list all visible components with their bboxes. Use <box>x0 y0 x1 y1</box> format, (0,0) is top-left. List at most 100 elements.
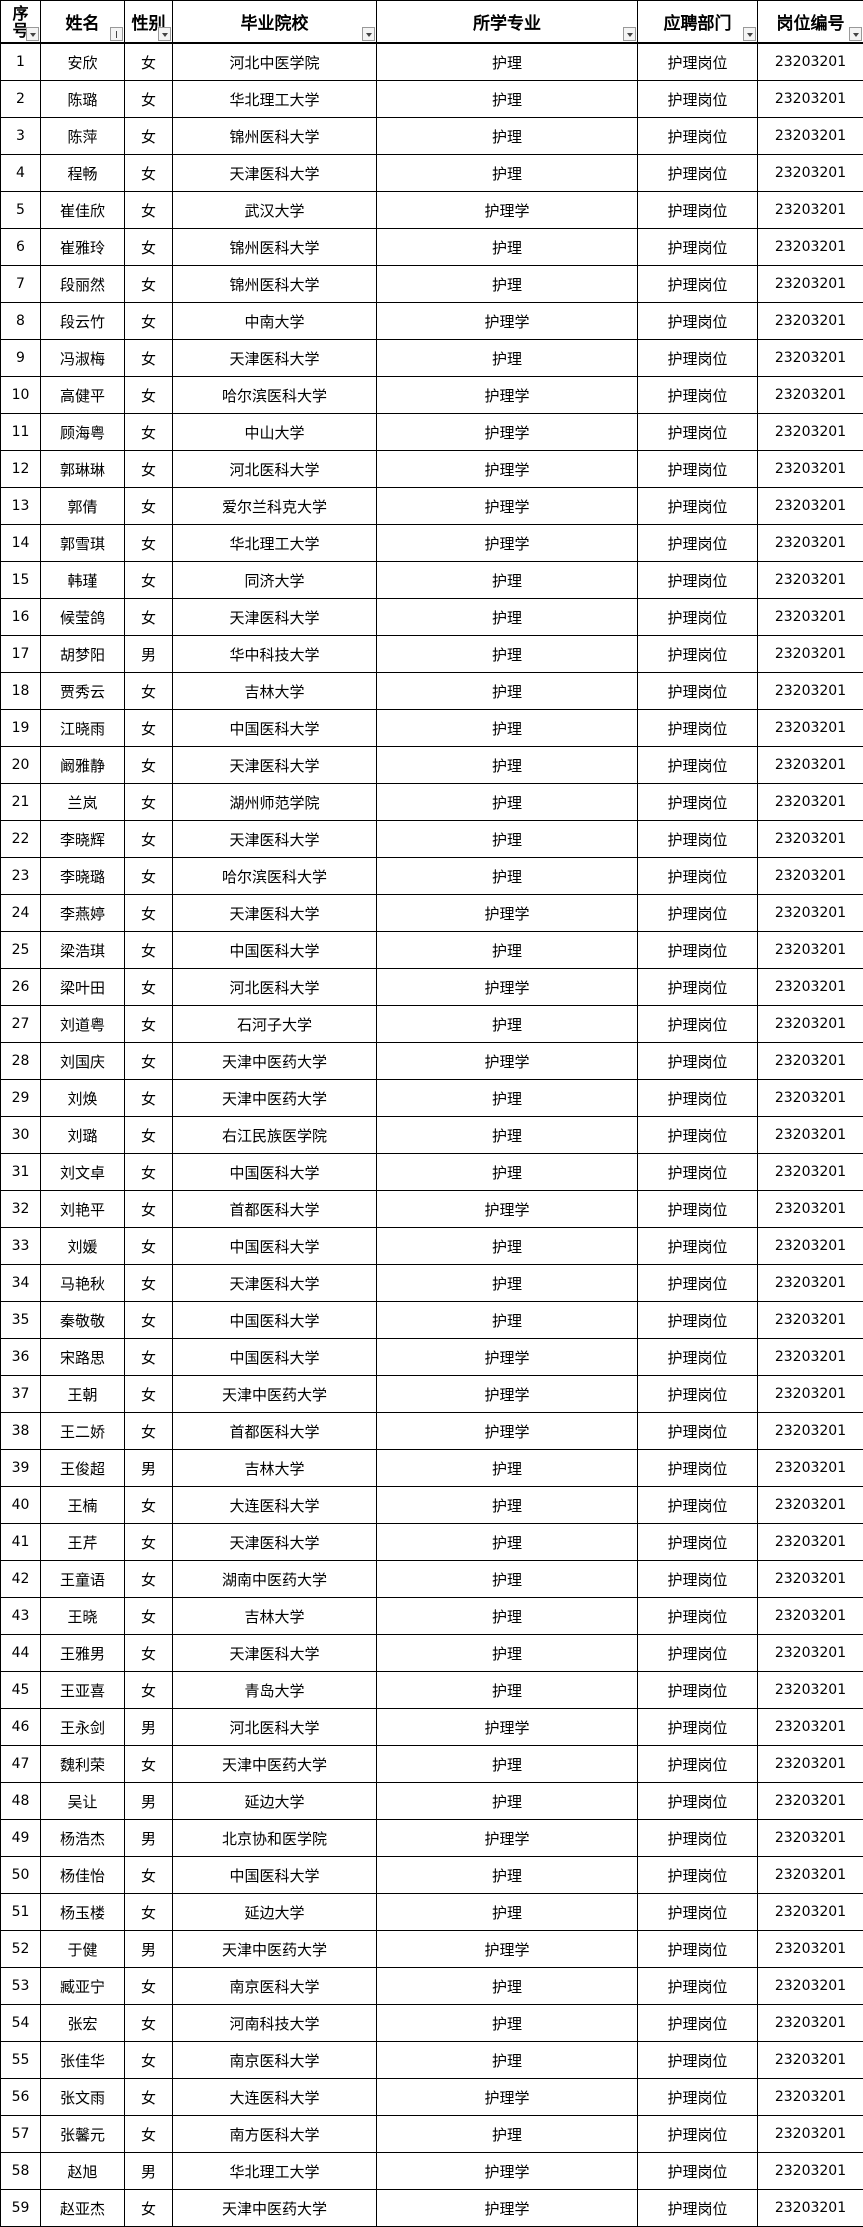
cell-major: 护理 <box>377 1080 638 1117</box>
cell-department: 护理岗位 <box>638 710 758 747</box>
cell-major: 护理 <box>377 1894 638 1931</box>
cell-major: 护理学 <box>377 488 638 525</box>
cell-gender: 女 <box>125 1413 173 1450</box>
cell-gender: 女 <box>125 932 173 969</box>
cell-gender: 女 <box>125 1302 173 1339</box>
filter-dropdown-icon[interactable] <box>849 27 862 41</box>
filter-dropdown-icon[interactable] <box>623 27 636 41</box>
cell-gender: 女 <box>125 1746 173 1783</box>
cell-major: 护理 <box>377 1006 638 1043</box>
cell-school: 河北医科大学 <box>173 451 377 488</box>
cell-school: 天津医科大学 <box>173 821 377 858</box>
cell-position-code: 23203201 <box>758 932 863 969</box>
filter-dropdown-icon[interactable] <box>158 27 171 41</box>
cell-name: 张馨元 <box>41 2116 125 2153</box>
cell-school: 河北医科大学 <box>173 1709 377 1746</box>
cell-department: 护理岗位 <box>638 1117 758 1154</box>
cell-seq: 25 <box>1 932 41 969</box>
cell-position-code: 23203201 <box>758 1154 863 1191</box>
cell-position-code: 23203201 <box>758 1117 863 1154</box>
cell-seq: 8 <box>1 303 41 340</box>
cell-gender: 女 <box>125 229 173 266</box>
cell-seq: 22 <box>1 821 41 858</box>
cell-school: 湖南中医药大学 <box>173 1561 377 1598</box>
header-seq: 序号 <box>1 1 41 44</box>
cell-name: 杨佳怡 <box>41 1857 125 1894</box>
cell-major: 护理学 <box>377 303 638 340</box>
cell-major: 护理学 <box>377 1413 638 1450</box>
cell-department: 护理岗位 <box>638 43 758 81</box>
cell-major: 护理 <box>377 81 638 118</box>
cell-school: 中山大学 <box>173 414 377 451</box>
cell-position-code: 23203201 <box>758 673 863 710</box>
cell-gender: 女 <box>125 377 173 414</box>
cell-school: 吉林大学 <box>173 1450 377 1487</box>
cell-major: 护理 <box>377 266 638 303</box>
sort-filter-icon[interactable] <box>110 27 123 41</box>
cell-name: 郭琳琳 <box>41 451 125 488</box>
cell-department: 护理岗位 <box>638 969 758 1006</box>
cell-major: 护理 <box>377 1265 638 1302</box>
cell-name: 张文雨 <box>41 2079 125 2116</box>
cell-gender: 女 <box>125 118 173 155</box>
filter-dropdown-icon[interactable] <box>362 27 375 41</box>
cell-name: 兰岚 <box>41 784 125 821</box>
cell-gender: 女 <box>125 858 173 895</box>
cell-school: 天津中医药大学 <box>173 1376 377 1413</box>
cell-name: 陈璐 <box>41 81 125 118</box>
cell-name: 刘道粤 <box>41 1006 125 1043</box>
cell-department: 护理岗位 <box>638 525 758 562</box>
cell-department: 护理岗位 <box>638 1561 758 1598</box>
cell-major: 护理 <box>377 1228 638 1265</box>
cell-major: 护理 <box>377 43 638 81</box>
cell-seq: 26 <box>1 969 41 1006</box>
cell-seq: 1 <box>1 43 41 81</box>
cell-department: 护理岗位 <box>638 1820 758 1857</box>
cell-department: 护理岗位 <box>638 1857 758 1894</box>
cell-seq: 17 <box>1 636 41 673</box>
cell-department: 护理岗位 <box>638 1524 758 1561</box>
cell-department: 护理岗位 <box>638 1635 758 1672</box>
cell-gender: 女 <box>125 1598 173 1635</box>
cell-position-code: 23203201 <box>758 414 863 451</box>
filter-dropdown-icon[interactable] <box>743 27 756 41</box>
cell-gender: 女 <box>125 599 173 636</box>
cell-department: 护理岗位 <box>638 118 758 155</box>
cell-position-code: 23203201 <box>758 1598 863 1635</box>
cell-position-code: 23203201 <box>758 340 863 377</box>
cell-department: 护理岗位 <box>638 1783 758 1820</box>
cell-name: 韩瑾 <box>41 562 125 599</box>
cell-gender: 女 <box>125 1857 173 1894</box>
cell-gender: 女 <box>125 451 173 488</box>
cell-gender: 女 <box>125 1672 173 1709</box>
filter-dropdown-icon[interactable] <box>26 27 39 41</box>
cell-major: 护理 <box>377 1117 638 1154</box>
cell-major: 护理 <box>377 155 638 192</box>
cell-school: 华北理工大学 <box>173 525 377 562</box>
cell-name: 崔雅玲 <box>41 229 125 266</box>
cell-gender: 女 <box>125 192 173 229</box>
cell-major: 护理 <box>377 229 638 266</box>
cell-major: 护理 <box>377 1968 638 2005</box>
cell-seq: 47 <box>1 1746 41 1783</box>
cell-department: 护理岗位 <box>638 1894 758 1931</box>
cell-department: 护理岗位 <box>638 2153 758 2190</box>
cell-name: 秦敬敬 <box>41 1302 125 1339</box>
cell-major: 护理学 <box>377 525 638 562</box>
cell-position-code: 23203201 <box>758 1894 863 1931</box>
cell-position-code: 23203201 <box>758 525 863 562</box>
cell-name: 杨浩杰 <box>41 1820 125 1857</box>
